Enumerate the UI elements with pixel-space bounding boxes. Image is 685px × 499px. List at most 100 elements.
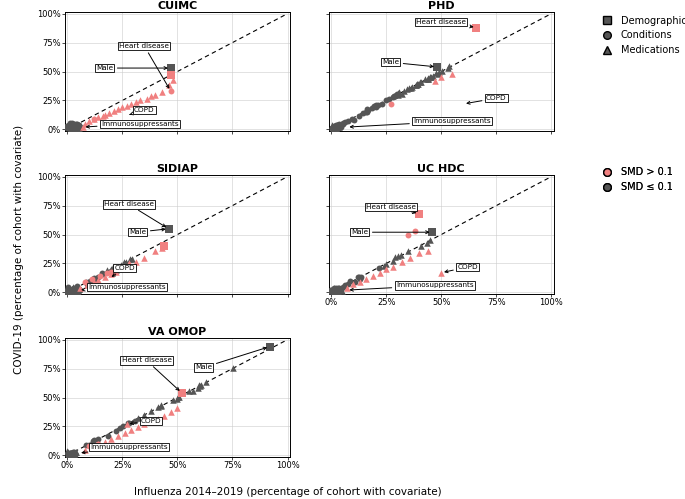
Point: [331, 123, 342, 131]
Point: [327, 124, 338, 132]
Point: [328, 286, 339, 294]
Point: [69, 287, 80, 295]
Point: [414, 249, 425, 257]
Point: [397, 90, 408, 98]
Point: [66, 288, 77, 296]
Point: [67, 285, 78, 293]
Point: [159, 242, 170, 250]
Point: [123, 259, 134, 267]
Point: [72, 124, 83, 132]
Point: [67, 123, 78, 131]
Point: [62, 123, 73, 131]
Point: [68, 122, 79, 130]
Point: [72, 124, 83, 132]
Point: [373, 264, 384, 272]
Point: [102, 432, 113, 440]
Point: [67, 283, 78, 291]
Point: [329, 124, 340, 132]
Point: [330, 123, 341, 131]
Text: COPD: COPD: [131, 418, 161, 425]
Point: [332, 288, 343, 296]
Point: [331, 125, 342, 133]
Point: [329, 124, 340, 132]
Point: [66, 449, 77, 457]
Point: [105, 265, 116, 273]
Point: [67, 121, 78, 129]
Point: [119, 258, 129, 266]
Point: [65, 125, 76, 133]
Point: [425, 73, 436, 81]
Point: [152, 415, 163, 423]
Point: [66, 452, 77, 460]
Point: [414, 78, 425, 86]
Point: [330, 287, 341, 295]
Point: [85, 277, 96, 285]
Point: [333, 121, 344, 129]
Point: [68, 120, 79, 128]
Point: [329, 284, 340, 292]
Point: [70, 122, 81, 130]
Point: [130, 258, 141, 266]
Point: [353, 272, 364, 280]
Point: [116, 261, 127, 269]
Point: [79, 120, 90, 128]
Point: [121, 257, 132, 265]
Point: [97, 270, 108, 278]
Point: [334, 286, 345, 294]
Text: COPD: COPD: [112, 265, 135, 276]
Point: [332, 122, 343, 130]
Point: [101, 269, 112, 277]
Point: [328, 288, 339, 296]
Point: [106, 270, 117, 278]
Point: [68, 121, 79, 129]
Point: [67, 287, 78, 295]
Point: [71, 121, 82, 129]
Point: [88, 115, 99, 123]
Point: [73, 285, 84, 293]
Point: [69, 123, 80, 131]
Point: [67, 450, 78, 458]
Title: SIDIAP: SIDIAP: [156, 164, 199, 174]
Point: [329, 288, 340, 296]
Point: [72, 287, 83, 295]
Point: [117, 103, 128, 111]
Point: [163, 81, 174, 89]
Point: [436, 73, 447, 81]
Point: [125, 426, 136, 434]
Point: [69, 287, 80, 295]
Point: [66, 123, 77, 131]
Point: [172, 404, 183, 412]
Point: [104, 267, 115, 275]
Point: [65, 123, 76, 131]
Point: [67, 124, 78, 132]
Point: [64, 124, 75, 132]
Point: [331, 288, 342, 296]
Point: [84, 442, 95, 450]
Text: Male: Male: [129, 228, 165, 235]
Point: [176, 389, 187, 397]
Point: [383, 95, 394, 103]
Point: [67, 122, 78, 130]
Point: [71, 448, 82, 456]
Point: [403, 247, 414, 255]
Point: [66, 286, 77, 294]
Point: [329, 287, 340, 295]
Point: [62, 124, 73, 132]
Point: [68, 287, 79, 295]
Point: [145, 418, 156, 426]
Point: [330, 123, 341, 131]
Point: [129, 417, 140, 425]
Point: [67, 285, 78, 293]
Point: [62, 284, 73, 292]
Point: [68, 285, 79, 293]
Point: [338, 119, 349, 127]
Point: [64, 287, 75, 295]
Point: [73, 121, 84, 129]
Point: [67, 286, 78, 294]
Point: [123, 419, 134, 427]
Point: [388, 257, 399, 265]
Point: [424, 73, 435, 81]
Point: [421, 239, 432, 247]
Point: [67, 449, 78, 457]
Point: [64, 122, 75, 130]
